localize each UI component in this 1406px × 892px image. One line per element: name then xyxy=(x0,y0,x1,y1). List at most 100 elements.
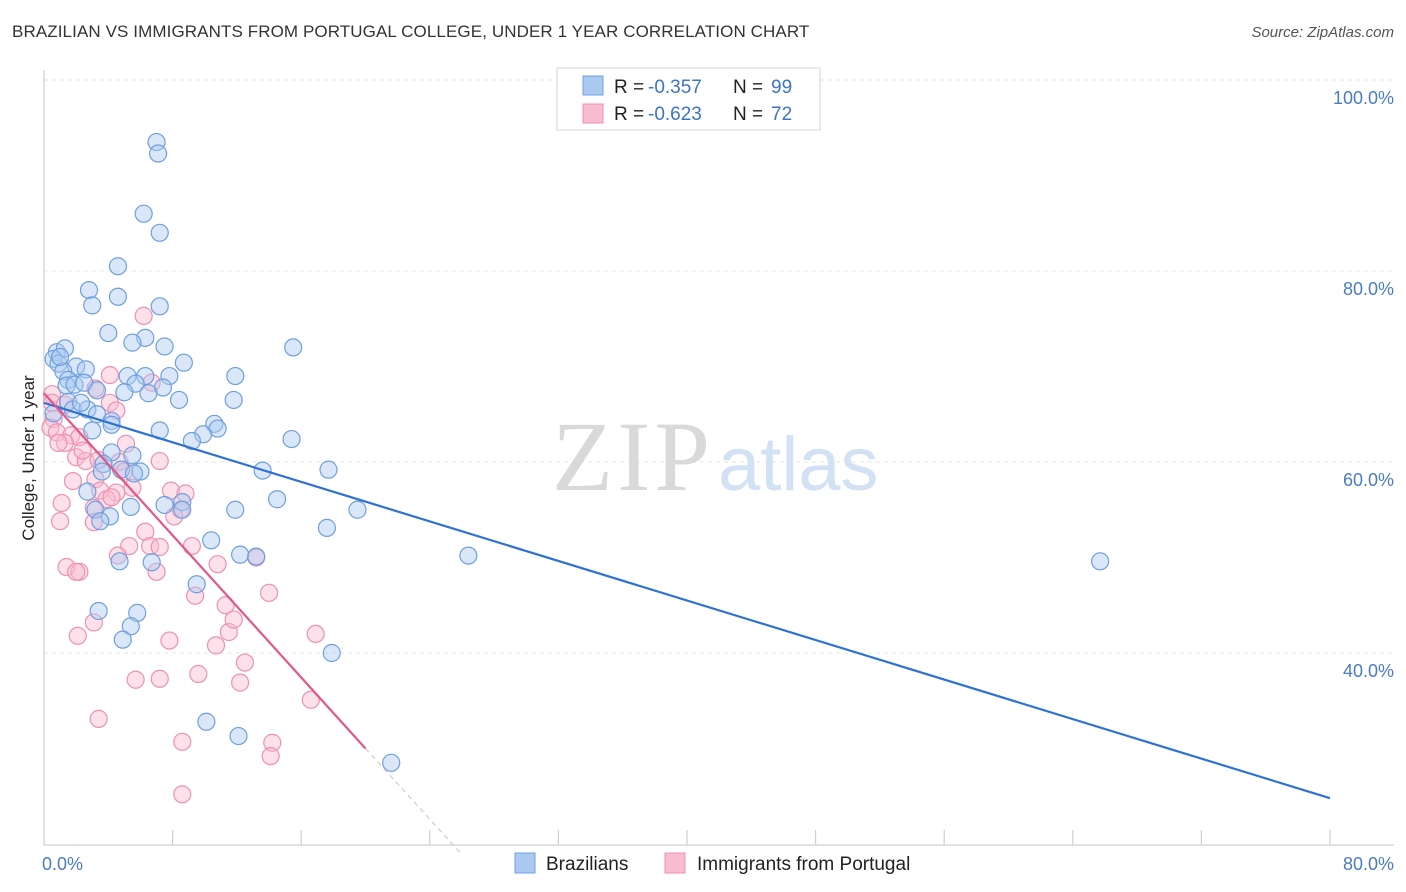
point-brazilians-15 xyxy=(55,339,74,358)
point-portugal-64 xyxy=(89,709,108,728)
y-tick-label-80: 80.0% xyxy=(1343,279,1394,299)
point-portugal-34 xyxy=(50,512,70,531)
y-axis-tick-labels: 100.0% 80.0% 60.0% 40.0% xyxy=(1333,88,1394,681)
point-brazilians-57 xyxy=(124,464,144,483)
point-portugal-39 xyxy=(182,536,201,556)
point-brazilians-13 xyxy=(284,338,303,357)
point-portugal-2 xyxy=(142,373,161,392)
chart-source: Source: ZipAtlas.com xyxy=(1251,24,1394,41)
point-brazilians-3 xyxy=(150,223,169,242)
point-brazilians-60 xyxy=(173,493,192,512)
point-portugal-16 xyxy=(67,448,86,467)
point-portugal-43 xyxy=(208,555,227,574)
point-brazilians-71 xyxy=(231,545,250,564)
legend-bottom: Brazilians Immigrants from Portugal xyxy=(514,852,910,875)
point-brazilians-78 xyxy=(89,601,108,621)
point-brazilians-75 xyxy=(110,552,129,571)
legend-n-label-portugal: N = xyxy=(733,104,763,125)
x-tick-label-0: 0.0% xyxy=(42,854,83,874)
point-portugal-53 xyxy=(84,613,103,632)
point-brazilians-85 xyxy=(382,753,401,772)
point-portugal-20 xyxy=(150,451,169,471)
point-portugal-40 xyxy=(150,537,169,557)
point-brazilians-7 xyxy=(83,296,102,315)
point-portugal-29 xyxy=(102,488,121,507)
trendline-portugal xyxy=(43,392,367,750)
point-brazilians-32 xyxy=(115,383,134,402)
legend-n-label-brazilians: N = xyxy=(733,77,763,98)
point-brazilians-46 xyxy=(194,425,213,444)
point-brazilians-51 xyxy=(131,462,150,481)
point-brazilians-74 xyxy=(1091,552,1110,571)
point-portugal-48 xyxy=(259,583,279,602)
point-portugal-61 xyxy=(189,664,208,684)
point-brazilians-62 xyxy=(100,507,120,526)
legend-r-label-portugal: R = xyxy=(614,104,644,125)
point-brazilians-53 xyxy=(92,462,111,481)
bottom-legend-swatch-brazilians xyxy=(514,852,536,874)
point-portugal-58 xyxy=(235,653,255,672)
bottom-legend-swatch-portugal xyxy=(664,852,686,874)
point-portugal-30 xyxy=(52,493,71,513)
y-axis-label: College, Under 1 year xyxy=(19,375,38,541)
x-tick-label-80: 80.0% xyxy=(1343,854,1394,874)
point-portugal-59 xyxy=(126,670,145,689)
point-brazilians-87 xyxy=(71,393,91,412)
point-portugal-0 xyxy=(134,306,153,325)
point-portugal-37 xyxy=(140,536,160,556)
point-brazilians-70 xyxy=(202,531,221,550)
point-brazilians-6 xyxy=(108,287,128,306)
point-brazilians-58 xyxy=(78,482,97,501)
point-brazilians-34 xyxy=(224,390,243,410)
legend-swatch-brazilians xyxy=(582,75,604,96)
point-brazilians-59 xyxy=(267,490,287,509)
point-brazilians-8 xyxy=(150,297,169,316)
point-portugal-6 xyxy=(100,393,120,412)
point-portugal-65 xyxy=(173,732,192,751)
bottom-legend-label-portugal: Immigrants from Portugal xyxy=(697,854,910,875)
y-tick-label-60: 60.0% xyxy=(1343,470,1394,490)
point-brazilians-68 xyxy=(91,512,110,531)
point-brazilians-20 xyxy=(76,360,95,379)
point-brazilians-83 xyxy=(197,712,216,731)
chart-title: BRAZILIAN VS IMMIGRANTS FROM PORTUGAL CO… xyxy=(12,22,810,41)
point-brazilians-50 xyxy=(123,446,142,465)
point-portugal-46 xyxy=(67,562,86,581)
watermark-zip: ZIP xyxy=(552,401,714,512)
point-brazilians-66 xyxy=(226,500,245,519)
point-brazilians-76 xyxy=(142,553,161,572)
point-portugal-14 xyxy=(55,433,74,452)
series-portugal-points xyxy=(41,306,325,804)
legend-n-value-portugal: 72 xyxy=(771,104,792,125)
point-portugal-71 xyxy=(63,472,83,491)
point-brazilians-33 xyxy=(169,390,189,410)
point-brazilians-5 xyxy=(79,281,99,300)
legend-r-value-portugal: -0.623 xyxy=(648,104,702,125)
point-brazilians-23 xyxy=(160,366,179,386)
point-portugal-47 xyxy=(147,562,166,581)
y-tick-label-100: 100.0% xyxy=(1333,88,1394,108)
point-portugal-1 xyxy=(100,365,120,385)
point-brazilians-88 xyxy=(139,384,158,403)
point-portugal-70 xyxy=(73,441,92,460)
point-brazilians-89 xyxy=(174,353,193,372)
point-portugal-54 xyxy=(306,624,325,644)
point-brazilians-4 xyxy=(108,257,128,276)
point-portugal-63 xyxy=(301,690,320,709)
legend-top: R = -0.357 N = 99 R = -0.623 N = 72 xyxy=(556,67,821,131)
trendline-portugal-extension xyxy=(365,748,463,855)
point-brazilians-82 xyxy=(322,643,341,663)
point-brazilians-12 xyxy=(155,337,174,356)
point-brazilians-47 xyxy=(182,431,201,451)
trendline-brazilians xyxy=(43,401,1331,800)
legend-r-value-brazilians: -0.357 xyxy=(648,77,702,98)
point-brazilians-63 xyxy=(121,497,140,516)
watermark: ZIP atlas xyxy=(552,401,879,512)
legend-swatch-portugal xyxy=(582,103,604,124)
point-brazilians-84 xyxy=(229,726,248,746)
point-portugal-68 xyxy=(173,785,192,804)
point-brazilians-19 xyxy=(54,362,73,381)
point-portugal-66 xyxy=(263,733,282,752)
point-brazilians-86 xyxy=(50,347,70,367)
point-portugal-8 xyxy=(107,401,126,420)
